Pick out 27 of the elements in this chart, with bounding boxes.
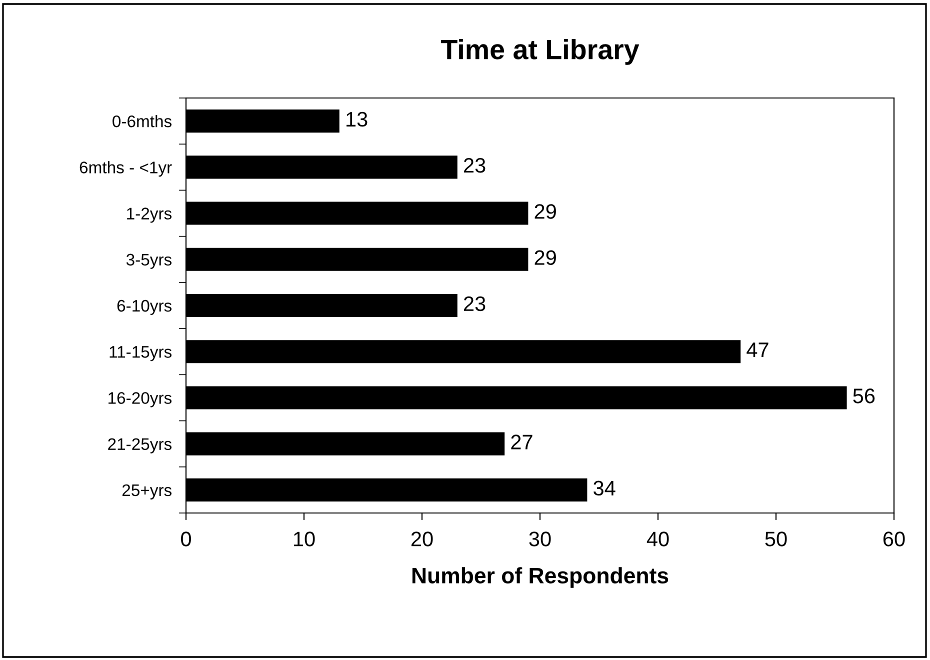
y-tick-label: 11-15yrs	[110, 346, 172, 362]
x-tick-label: 0	[181, 532, 191, 546]
x-tick-label: 20	[411, 532, 433, 546]
data-label: 47	[746, 342, 768, 357]
y-tick-label: 25+yrs	[122, 484, 172, 500]
data-label: 13	[346, 112, 368, 127]
x-tick-label: 60	[883, 532, 905, 546]
data-label: 23	[464, 296, 486, 312]
chart-title: Time at Library	[440, 38, 640, 65]
x-tick-label: 50	[765, 532, 787, 546]
x-tick-label: 30	[529, 532, 551, 546]
data-label: 23	[464, 158, 486, 173]
data-label: 29	[534, 204, 556, 219]
y-tick-label: 16-20yrs	[108, 392, 172, 408]
y-tick-label: 0-6mths	[112, 115, 172, 128]
data-label: 56	[853, 388, 875, 404]
y-tick-label: 6mths - <1yr	[80, 161, 172, 177]
x-axis-title: Number of Respondents	[412, 567, 668, 588]
y-tick-label: 1-2yrs	[127, 208, 172, 223]
y-tick-label: 21-25yrs	[108, 438, 172, 454]
x-tick-label: 10	[294, 532, 315, 546]
data-label: 27	[511, 434, 532, 450]
data-label: 34	[594, 480, 616, 496]
x-tick-label: 40	[646, 532, 669, 546]
data-label: 29	[534, 250, 556, 265]
y-tick-label: 3-5yrs	[126, 254, 172, 269]
y-tick-label: 6-10yrs	[117, 300, 172, 315]
